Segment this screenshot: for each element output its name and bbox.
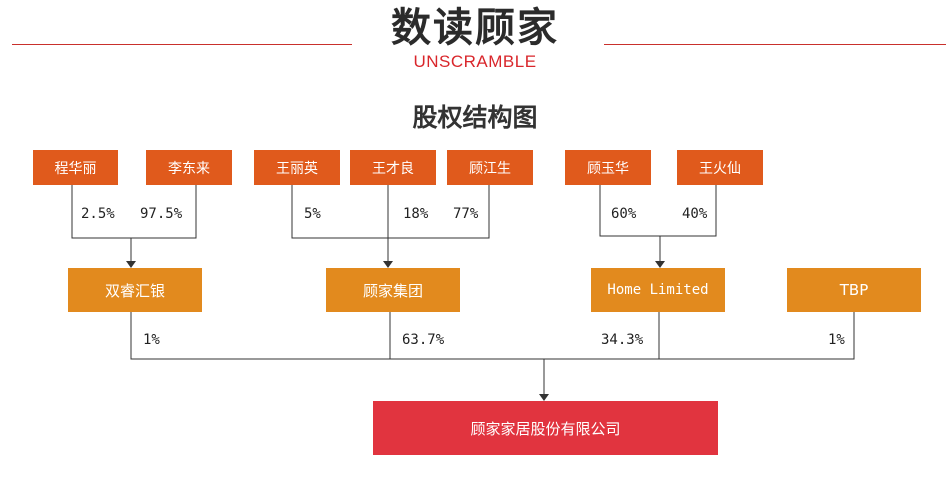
header-rule-right <box>604 44 946 45</box>
shareholder-wang-cailiang: 王才良 <box>350 150 436 185</box>
arrow-down-icon <box>383 261 393 268</box>
connector-target-holders <box>130 312 855 360</box>
company-tbp: TBP <box>787 268 921 312</box>
arrow-down-icon <box>539 394 549 401</box>
company-gujia-group: 顾家集团 <box>326 268 460 312</box>
shareholder-wang-liying: 王丽英 <box>254 150 340 185</box>
header-rule-left <box>12 44 352 45</box>
brand-title: 数读顾家 <box>391 4 559 51</box>
chart-title: 股权结构图 <box>412 103 538 132</box>
company-home-limited: Home Limited <box>591 268 725 312</box>
stake-wang-liying: 5% <box>304 206 321 222</box>
connector-home-holders <box>599 185 717 237</box>
brand-subtitle: UNSCRAMBLE <box>413 52 537 71</box>
arrow-down-icon <box>655 261 665 268</box>
stake-tbp: 1% <box>828 332 845 348</box>
shareholder-li-donglai: 李东来 <box>146 150 232 185</box>
target-company: 顾家家居股份有限公司 <box>373 401 718 455</box>
shareholder-gu-yuhua: 顾玉华 <box>565 150 651 185</box>
shareholder-gu-jiangsheng: 顾江生 <box>447 150 533 185</box>
shareholder-cheng-huali: 程华丽 <box>33 150 118 185</box>
shareholder-wang-huoxian: 王火仙 <box>677 150 763 185</box>
connector-gujia-holders <box>291 185 490 239</box>
stake-cheng-huali: 2.5% <box>81 206 115 222</box>
stake-li-donglai: 97.5% <box>140 206 183 222</box>
arrow-down-icon <box>126 261 136 268</box>
stake-wang-huoxian: 40% <box>682 206 708 222</box>
connector-shuangrui-holders <box>71 185 197 239</box>
stake-gujia-group: 63.7% <box>402 332 445 348</box>
stake-gu-jiangsheng: 77% <box>453 206 479 222</box>
company-shuangrui: 双睿汇银 <box>68 268 202 312</box>
stake-home-limited: 34.3% <box>601 332 644 348</box>
stake-shuangrui: 1% <box>143 332 160 348</box>
stake-wang-cailiang: 18% <box>403 206 429 222</box>
stake-gu-yuhua: 60% <box>611 206 637 222</box>
